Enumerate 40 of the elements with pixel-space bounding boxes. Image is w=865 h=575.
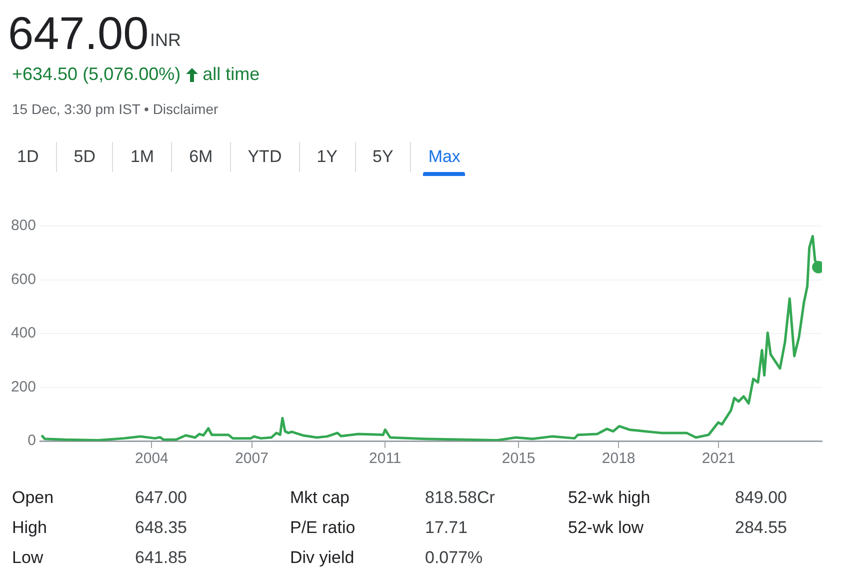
text: 1M xyxy=(113,142,172,172)
text: 6M xyxy=(172,142,231,172)
x-tick-label: 2018 xyxy=(602,450,636,468)
y-tick-label: 200 xyxy=(10,378,36,396)
text: 818.58Cr xyxy=(425,488,495,508)
x-tick-label: 2015 xyxy=(502,450,536,468)
text: 15 Dec, 3:30 pm IST • Disclaimer xyxy=(12,101,218,117)
text: 5Y xyxy=(356,142,412,172)
y-tick-label: 800 xyxy=(10,217,36,234)
y-tick-label: 0 xyxy=(28,432,36,450)
text: 52-wk high xyxy=(568,488,650,508)
text: 648.35 xyxy=(135,518,187,538)
text: Open xyxy=(12,488,54,508)
x-tick-label: 2011 xyxy=(369,450,402,468)
text: 1Y xyxy=(300,142,356,172)
text: 17.71 xyxy=(425,518,468,538)
text: 1D xyxy=(0,142,57,172)
y-tick-label: 600 xyxy=(10,270,36,288)
text: +634.50 (5,076.00%) xyxy=(12,64,181,85)
text: High xyxy=(12,518,47,538)
text: YTD xyxy=(230,142,300,172)
text: Div yield xyxy=(290,548,354,568)
text: 647.00 xyxy=(8,6,149,60)
text: Max xyxy=(411,142,478,172)
text: 0.077% xyxy=(425,548,483,568)
text: 849.00 xyxy=(735,488,787,508)
text: 647.00 xyxy=(135,488,187,508)
y-tick-label: 400 xyxy=(10,324,36,342)
text: 641.85 xyxy=(135,548,187,568)
x-tick-label: 2021 xyxy=(702,450,736,468)
text: INR xyxy=(150,30,181,51)
text: all time xyxy=(202,64,260,85)
text: Low xyxy=(12,548,44,568)
x-tick-label: 2004 xyxy=(135,450,168,468)
text: 5D xyxy=(56,142,114,172)
text: 284.55 xyxy=(735,518,787,538)
text: Mkt cap xyxy=(290,488,350,508)
text: 52-wk low xyxy=(568,518,644,538)
text: P/E ratio xyxy=(290,518,356,538)
x-tick-label: 2007 xyxy=(235,450,268,468)
